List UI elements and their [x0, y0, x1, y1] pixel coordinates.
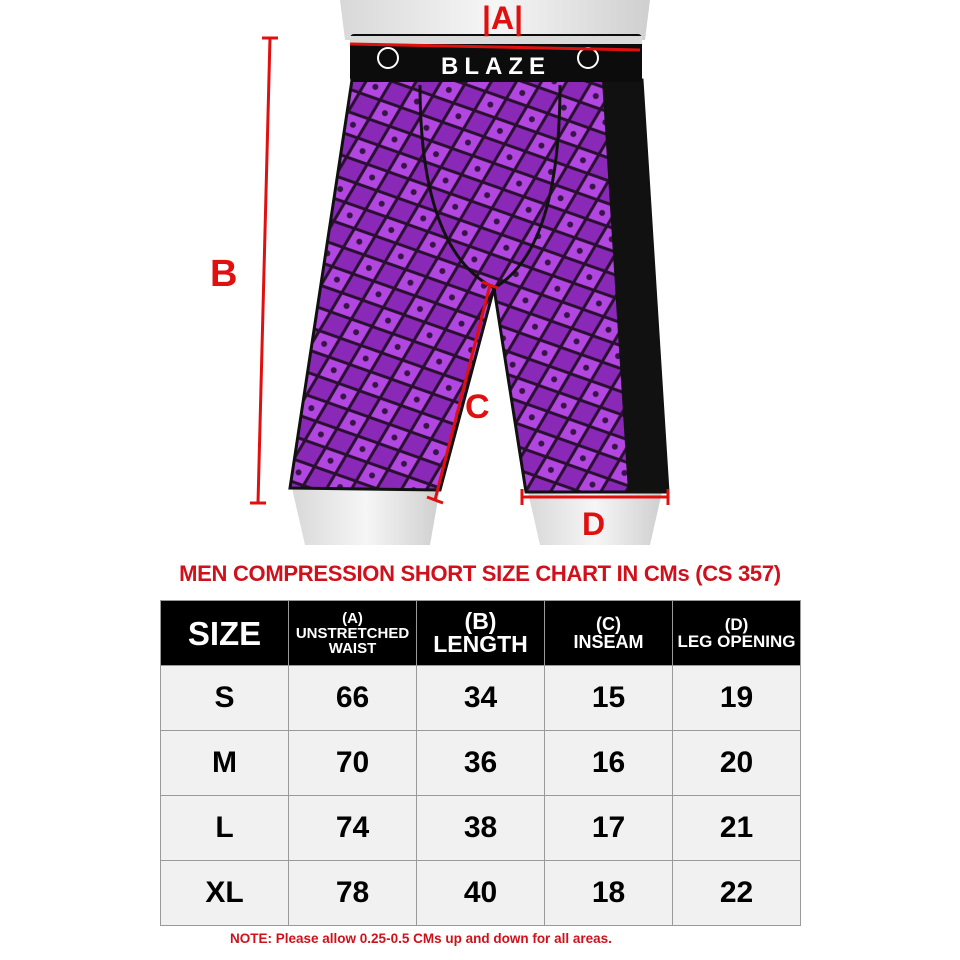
- mannequin-right-leg: [528, 492, 662, 545]
- value-cell: 19: [672, 665, 801, 731]
- measure-a-line: [349, 42, 641, 52]
- table-row: M 70 36 16 20: [160, 730, 801, 796]
- chart-title: MEN COMPRESSION SHORT SIZE CHART IN CMs …: [179, 561, 781, 586]
- header-size: SIZE: [160, 600, 289, 666]
- value-cell: 70: [288, 730, 417, 796]
- brand-logo: BLAZE: [441, 53, 551, 80]
- table-row: L 74 38 17 21: [160, 795, 801, 861]
- size-cell: S: [160, 665, 289, 731]
- size-cell: M: [160, 730, 289, 796]
- value-cell: 16: [544, 730, 673, 796]
- label-a: |A|: [482, 0, 524, 36]
- size-cell: L: [160, 795, 289, 861]
- value-cell: 18: [544, 860, 673, 926]
- header-length: (B) LENGTH: [416, 600, 545, 666]
- mannequin-torso: [340, 0, 650, 40]
- value-cell: 15: [544, 665, 673, 731]
- value-cell: 34: [416, 665, 545, 731]
- product-photo-shorts: BLAZE: [250, 0, 670, 545]
- measure-b-line: [256, 37, 272, 504]
- table-row: XL 78 40 18 22: [160, 860, 801, 926]
- header-waist: (A) UNSTRETCHED WAIST: [288, 600, 417, 666]
- value-cell: 36: [416, 730, 545, 796]
- size-chart-table: SIZE (A) UNSTRETCHED WAIST (B) LENGTH (C) I…: [160, 600, 801, 926]
- label-d: D: [582, 506, 606, 542]
- value-cell: 66: [288, 665, 417, 731]
- header-row: SIZE (A) UNSTRETCHED WAIST (B) LENGTH (C) I…: [160, 600, 801, 666]
- label-c: C: [465, 388, 490, 426]
- table-row: S 66 34 15 19: [160, 665, 801, 731]
- mannequin-left-leg: [292, 488, 440, 545]
- size-cell: XL: [160, 860, 289, 926]
- value-cell: 38: [416, 795, 545, 861]
- side-panel: [602, 80, 668, 492]
- header-inseam: (C) INSEAM: [544, 600, 673, 666]
- measure-c-line: [433, 284, 492, 501]
- value-cell: 17: [544, 795, 673, 861]
- value-cell: 20: [672, 730, 801, 796]
- value-cell: 78: [288, 860, 417, 926]
- value-cell: 40: [416, 860, 545, 926]
- label-b: B: [210, 253, 238, 295]
- header-leg-opening: (D) LEG OPENING: [672, 600, 801, 666]
- note-text: NOTE: Please allow 0.25-0.5 CMs up and d…: [230, 931, 612, 946]
- value-cell: 74: [288, 795, 417, 861]
- value-cell: 21: [672, 795, 801, 861]
- value-cell: 22: [672, 860, 801, 926]
